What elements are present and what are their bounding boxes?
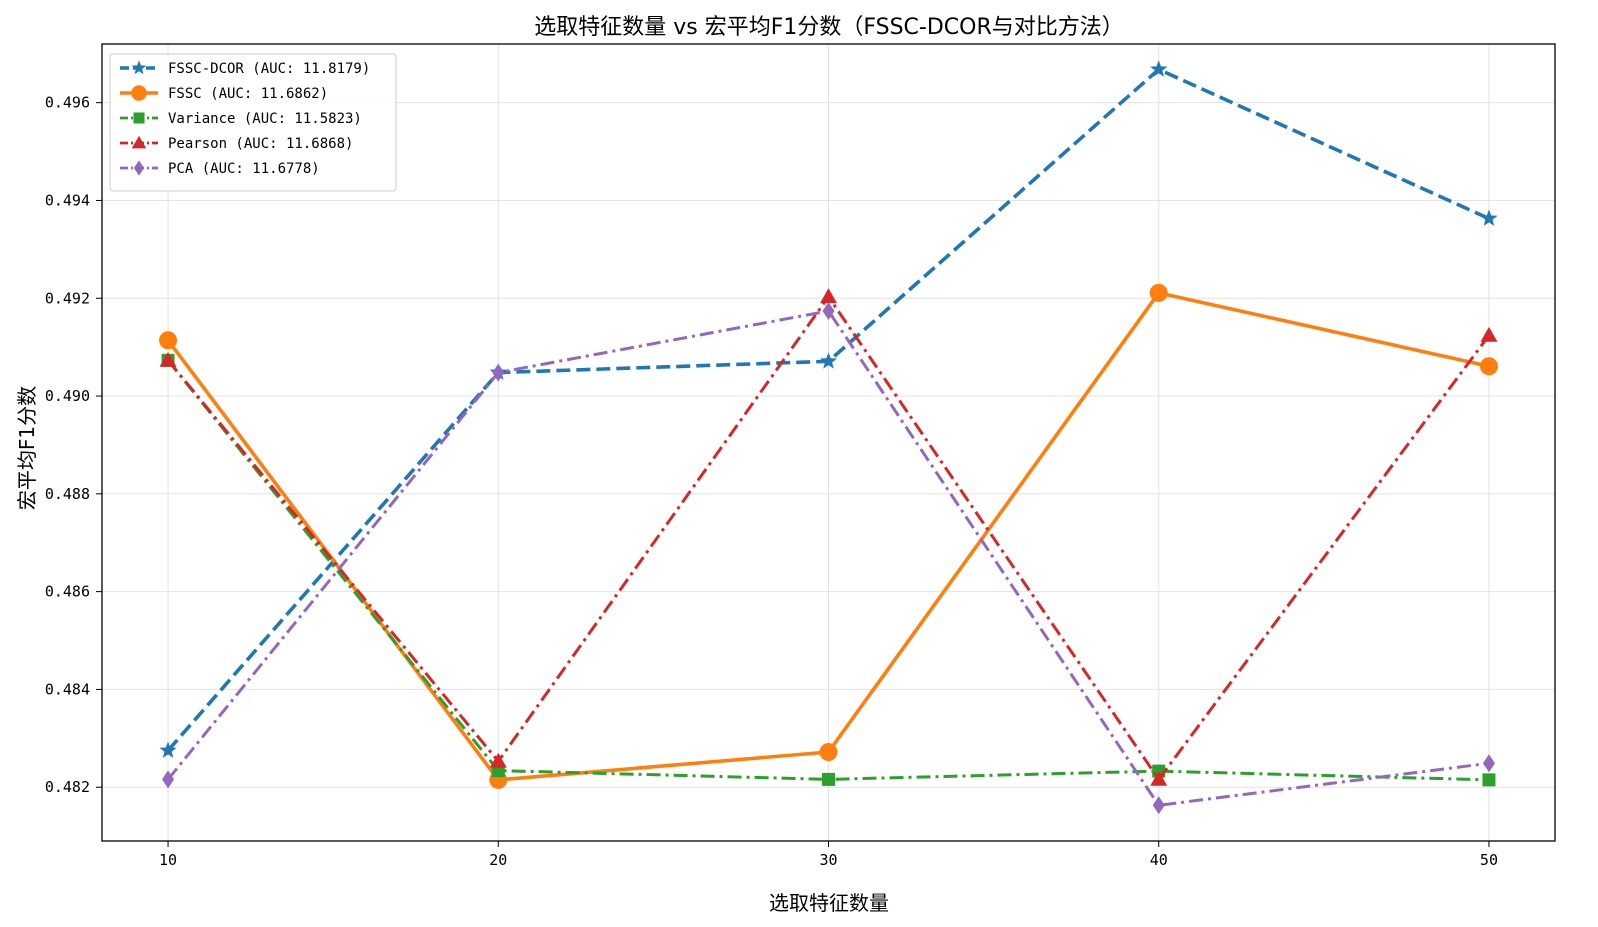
data-point-1-4: [1479, 357, 1498, 376]
data-point-2-2: [822, 772, 835, 786]
data-point-3-1: [489, 752, 507, 768]
x-tick-label-20: 20: [489, 851, 507, 869]
y-tick-label-0: 0.482: [45, 778, 90, 796]
data-point-4-1: [492, 363, 505, 382]
axis-ticks: 10 20 30 40 50 0.482 0.484 0.486 0.488 0.490 0.492…: [45, 94, 1498, 869]
legend-box: [109, 53, 397, 192]
legend-marker-0: [131, 60, 147, 75]
legend-label-2: Variance (AUC: 11.5823): [168, 111, 362, 127]
data-point-3-3: [1150, 770, 1168, 786]
data-point-3-0: [159, 351, 177, 367]
y-tick-label-2: 0.486: [45, 583, 90, 601]
x-tick-label-10: 10: [159, 851, 177, 869]
data-point-4-3: [1152, 796, 1165, 815]
y-axis-label: 宏平均F1分数: [15, 386, 39, 510]
x-tick-label-50: 50: [1480, 851, 1498, 869]
legend-marker-3: [131, 135, 147, 149]
data-point-1-0: [159, 331, 178, 350]
y-tick-label-3: 0.488: [45, 485, 90, 503]
legend-label-4: PCA (AUC: 11.6778): [168, 161, 320, 177]
legend-label-3: Pearson (AUC: 11.6868): [168, 136, 353, 152]
data-point-1-3: [1149, 283, 1168, 302]
data-point-1-2: [819, 743, 838, 762]
x-axis-label: 选取特征数量: [769, 891, 889, 915]
legend-label-1: FSSC (AUC: 11.6862): [168, 86, 328, 102]
data-point-4-2: [822, 301, 835, 320]
data-point-0-4: [1480, 209, 1498, 226]
data-point-4-4: [1482, 754, 1495, 773]
series-4: [162, 301, 1495, 815]
y-tick-label-4: 0.490: [45, 387, 90, 405]
chart-title: 选取特征数量 vs 宏平均F1分数（FSSC-DCOR与对比方法）: [534, 15, 1124, 40]
x-tick-label-30: 30: [819, 851, 837, 869]
data-point-0-3: [1150, 60, 1168, 77]
legend-label-0: FSSC-DCOR (AUC: 11.8179): [168, 61, 370, 77]
data-point-0-2: [819, 352, 838, 369]
legend: FSSC-DCOR (AUC: 11.8179) FSSC (AUC: 11.68…: [109, 53, 397, 192]
y-tick-label-6: 0.494: [45, 191, 90, 209]
series-3: [159, 288, 1498, 786]
y-tick-label-1: 0.484: [45, 680, 90, 698]
axes-frame: [101, 43, 1556, 842]
y-tick-label-5: 0.492: [45, 289, 90, 307]
data-point-0-0: [159, 741, 177, 758]
data-point-2-4: [1482, 773, 1496, 787]
legend-marker-1: [131, 85, 147, 101]
legend-marker-2: [133, 112, 145, 124]
data-point-3-4: [1480, 326, 1498, 342]
data-point-4-0: [162, 770, 175, 789]
y-tick-label-7: 0.496: [45, 94, 90, 112]
series-group: [159, 60, 1498, 815]
x-tick-label-40: 40: [1150, 851, 1168, 869]
data-point-3-2: [820, 288, 837, 304]
legend-marker-4: [133, 160, 145, 176]
